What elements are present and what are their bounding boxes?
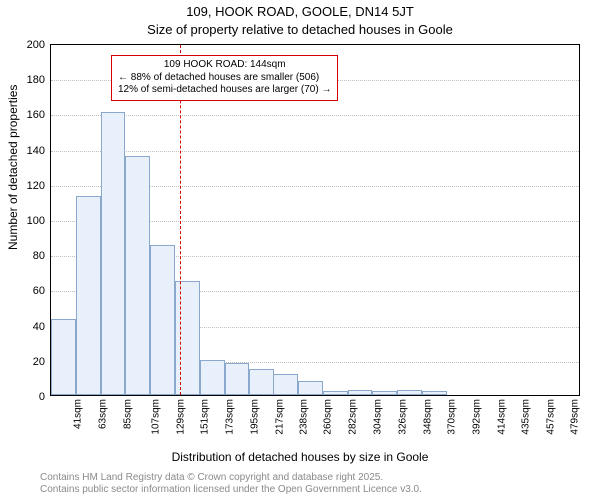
x-tick-label: 304sqm <box>372 399 383 435</box>
x-tick-label: 392sqm <box>471 399 482 435</box>
annotation-line: 12% of semi-detached houses are larger (… <box>118 84 331 97</box>
y-axis-label: Number of detached properties <box>6 85 20 250</box>
y-tick-label: 120 <box>27 180 45 192</box>
x-tick-label: 282sqm <box>347 399 358 435</box>
histogram-bar <box>200 360 225 395</box>
y-tick-label: 160 <box>27 109 45 121</box>
x-tick-label: 173sqm <box>225 399 236 435</box>
histogram-bar <box>273 374 298 395</box>
y-tick-label: 100 <box>27 215 45 227</box>
histogram-bar <box>249 369 274 395</box>
y-tick-label: 0 <box>39 391 45 403</box>
x-tick-label: 151sqm <box>200 399 211 435</box>
y-tick-label: 20 <box>33 356 45 368</box>
x-tick-label: 41sqm <box>73 399 84 429</box>
histogram-bar <box>76 196 101 395</box>
x-tick-label: 85sqm <box>123 399 134 429</box>
x-tick-label: 129sqm <box>175 399 186 435</box>
x-axis-label: Distribution of detached houses by size … <box>0 450 600 464</box>
footer-line-1: Contains HM Land Registry data © Crown c… <box>40 472 383 483</box>
x-tick-label: 217sqm <box>274 399 285 435</box>
y-tick-label: 200 <box>27 39 45 51</box>
histogram-bar <box>51 319 76 395</box>
histogram-bar <box>225 363 250 395</box>
histogram-bar <box>323 391 348 395</box>
y-tick-label: 140 <box>27 145 45 157</box>
y-tick-label: 40 <box>33 321 45 333</box>
x-tick-label: 238sqm <box>298 399 309 435</box>
x-tick-label: 414sqm <box>496 399 507 435</box>
histogram-bar <box>372 391 397 395</box>
y-tick-label: 180 <box>27 74 45 86</box>
chart-title-sub: Size of property relative to detached ho… <box>0 22 600 37</box>
annotation-line: 109 HOOK ROAD: 144sqm <box>118 59 331 72</box>
x-tick-label: 63sqm <box>98 399 109 429</box>
histogram-bar <box>348 390 373 395</box>
footer-line-2: Contains public sector information licen… <box>40 484 422 495</box>
x-tick-label: 370sqm <box>447 399 458 435</box>
annotation-box: 109 HOOK ROAD: 144sqm← 88% of detached h… <box>111 55 338 101</box>
y-tick-label: 80 <box>33 250 45 262</box>
histogram-bar <box>422 391 447 395</box>
x-tick-label: 326sqm <box>397 399 408 435</box>
gridline <box>51 115 579 116</box>
histogram-bar <box>101 112 126 395</box>
x-tick-label: 195sqm <box>249 399 260 435</box>
x-tick-label: 260sqm <box>323 399 334 435</box>
x-tick-label: 348sqm <box>422 399 433 435</box>
histogram-bar <box>397 390 422 395</box>
y-tick-label: 60 <box>33 285 45 297</box>
histogram-bar <box>125 156 150 395</box>
annotation-line: ← 88% of detached houses are smaller (50… <box>118 72 331 85</box>
x-tick-label: 435sqm <box>520 399 531 435</box>
gridline <box>51 151 579 152</box>
x-tick-label: 479sqm <box>570 399 581 435</box>
plot-area: 02040608010012014016018020041sqm63sqm85s… <box>50 44 580 396</box>
histogram-bar <box>150 245 175 395</box>
x-tick-label: 457sqm <box>545 399 556 435</box>
chart-title-main: 109, HOOK ROAD, GOOLE, DN14 5JT <box>0 4 600 19</box>
histogram-bar <box>298 381 323 395</box>
x-tick-label: 107sqm <box>150 399 161 435</box>
